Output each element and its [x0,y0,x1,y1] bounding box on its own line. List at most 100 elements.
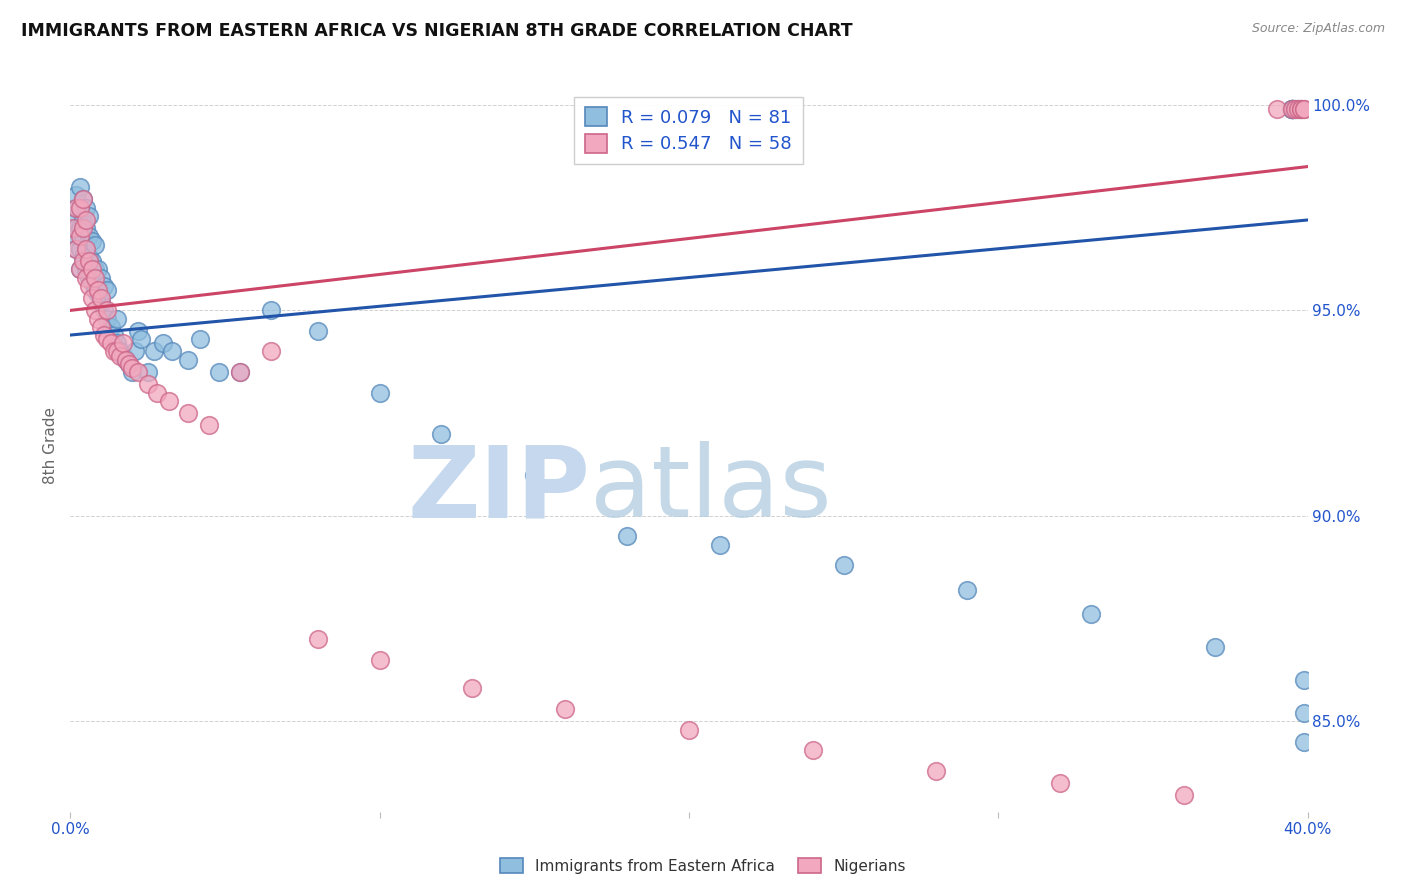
Legend: R = 0.079   N = 81, R = 0.547   N = 58: R = 0.079 N = 81, R = 0.547 N = 58 [574,96,803,164]
Point [77,229,100,244]
Point [100,319,122,334]
Point [93,328,115,343]
Point [90,295,112,310]
Point [131,332,153,346]
Point [118,357,141,371]
Point [72,229,94,244]
Point [1294,673,1316,688]
Point [80,262,103,277]
Point [69,201,91,215]
Point [1265,102,1288,116]
Point [162,344,184,359]
Text: ZIP: ZIP [408,442,591,539]
Point [1291,102,1313,116]
Point [96,283,118,297]
Point [93,278,115,293]
Point [1284,102,1306,116]
Point [75,262,97,277]
Point [1049,776,1071,790]
Point [430,426,453,441]
Point [105,344,128,359]
Text: atlas: atlas [591,442,831,539]
Point [62,229,84,244]
Point [1173,789,1195,803]
Point [146,385,169,400]
Point [1281,102,1303,116]
Point [90,270,112,285]
Point [307,324,329,338]
Point [152,336,174,351]
Point [69,229,91,244]
Point [84,262,107,277]
Point [77,250,100,264]
Point [115,352,138,367]
Point [1281,102,1303,116]
Point [87,262,110,277]
Point [1281,102,1303,116]
Point [1281,102,1303,116]
Point [142,344,165,359]
Point [709,538,731,552]
Point [65,221,87,235]
Point [208,365,231,379]
Point [90,291,112,305]
Point [65,242,87,256]
Point [84,303,107,318]
Point [75,270,97,285]
Point [90,319,112,334]
Point [121,360,143,375]
Point [956,582,979,597]
Point [260,344,283,359]
Point [1291,102,1313,116]
Point [554,702,576,716]
Point [105,336,128,351]
Point [1204,640,1226,655]
Point [1281,102,1303,116]
Point [75,242,97,256]
Point [111,336,134,351]
Legend: Immigrants from Eastern Africa, Nigerians: Immigrants from Eastern Africa, Nigerian… [494,852,912,880]
Point [136,365,159,379]
Point [523,467,546,482]
Point [69,242,91,256]
Point [925,764,948,778]
Point [115,352,138,367]
Point [75,213,97,227]
Point [1286,102,1309,116]
Point [1294,706,1316,720]
Point [229,365,252,379]
Point [62,213,84,227]
Point [65,201,87,215]
Point [1281,102,1303,116]
Point [229,365,252,379]
Point [1294,102,1316,116]
Point [77,278,100,293]
Point [1294,735,1316,749]
Point [69,180,91,194]
Point [69,262,91,277]
Point [69,201,91,215]
Text: IMMIGRANTS FROM EASTERN AFRICA VS NIGERIAN 8TH GRADE CORRELATION CHART: IMMIGRANTS FROM EASTERN AFRICA VS NIGERI… [21,22,852,40]
Point [72,193,94,207]
Text: Source: ZipAtlas.com: Source: ZipAtlas.com [1251,22,1385,36]
Point [108,349,131,363]
Point [93,303,115,318]
Point [103,328,125,343]
Point [72,213,94,227]
Point [368,385,391,400]
Point [87,283,110,297]
Point [260,303,283,318]
Point [1281,102,1303,116]
Point [65,242,87,256]
Point [105,311,128,326]
Point [75,221,97,235]
Point [177,352,200,367]
Point [72,254,94,268]
Point [62,221,84,235]
Point [65,188,87,202]
Point [80,291,103,305]
Point [96,303,118,318]
Point [1294,102,1316,116]
Point [801,743,824,757]
Point [84,283,107,297]
